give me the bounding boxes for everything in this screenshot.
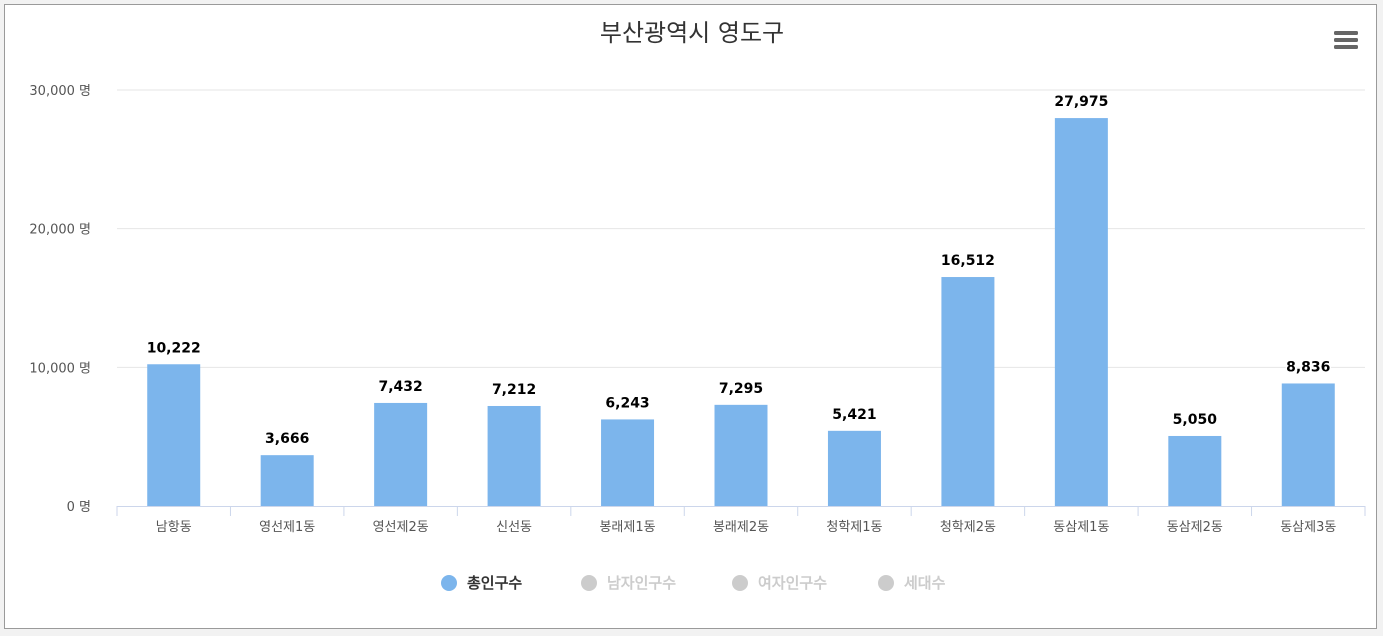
legend-label: 총인구수: [467, 574, 522, 592]
x-tick-label: 동삼제3동: [1280, 520, 1336, 535]
x-tick-label: 영선제1동: [259, 520, 315, 535]
bar[interactable]: [1168, 435, 1222, 506]
y-tick-label: 10,000 명: [29, 361, 91, 376]
legend-label: 세대수: [904, 574, 946, 592]
x-tick-label: 봉래제2동: [713, 520, 769, 535]
x-tick-label: 영선제2동: [373, 520, 429, 535]
y-tick-label: 20,000 명: [29, 223, 91, 238]
data-labels: 10,222 3,666 7,432 7,212 6,243 7,295 5,421 16,5…: [145, 93, 1332, 449]
x-tick-label: 동삼제1동: [1053, 520, 1109, 535]
bar-chart: 부산광역시 영도구 0 명 10,000 명 20,000 명 30,000 명 10…: [29, 19, 1366, 592]
x-tick-label: 남항동: [156, 520, 192, 535]
legend-item[interactable]: 총인구수: [441, 574, 522, 592]
legend-item[interactable]: 여자인구수: [732, 574, 827, 592]
data-label: 7,295: [719, 381, 763, 397]
data-label: 5,050: [1173, 412, 1218, 428]
data-label: 3,666: [265, 431, 309, 447]
legend-label: 여자인구수: [758, 574, 827, 592]
legend-marker: [878, 575, 894, 591]
x-tick-label: 청학제1동: [826, 520, 882, 535]
bar[interactable]: [601, 419, 655, 506]
x-tick-label: 신선동: [496, 520, 532, 535]
y-tick-label: 30,000 명: [29, 84, 91, 99]
data-label: 16,512: [941, 253, 995, 269]
legend-marker: [732, 575, 748, 591]
hamburger-menu-icon[interactable]: [1331, 27, 1361, 53]
bar[interactable]: [260, 455, 314, 506]
x-axis: 남항동 영선제1동 영선제2동 신선동 봉래제1동 봉래제2동 청학제1동 청학제2동 동삼제1…: [116, 506, 1366, 535]
chart-legend: 총인구수 남자인구수 여자인구수 세대수: [441, 574, 946, 592]
legend-marker: [581, 575, 597, 591]
bar[interactable]: [714, 404, 768, 506]
data-label: 5,421: [832, 407, 876, 423]
chart-title: 부산광역시 영도구: [600, 19, 784, 47]
y-tick-label: 0 명: [67, 500, 91, 515]
x-tick-label: 동삼제2동: [1167, 520, 1223, 535]
bar[interactable]: [1054, 118, 1108, 506]
legend-item[interactable]: 세대수: [878, 574, 946, 592]
bar-series: [147, 118, 1335, 506]
bar[interactable]: [1281, 383, 1335, 506]
data-label: 6,243: [605, 395, 649, 411]
x-tick-label: 청학제2동: [940, 520, 996, 535]
y-axis: 0 명 10,000 명 20,000 명 30,000 명: [29, 84, 91, 515]
data-label: 7,212: [492, 382, 536, 398]
data-label: 10,222: [147, 340, 201, 356]
bar[interactable]: [147, 364, 201, 506]
data-label: 7,432: [378, 379, 422, 395]
bar[interactable]: [487, 405, 541, 506]
legend-item[interactable]: 남자인구수: [581, 574, 676, 592]
gridlines: [117, 89, 1365, 368]
data-label: 8,836: [1286, 359, 1330, 375]
legend-label: 남자인구수: [607, 574, 676, 592]
bar[interactable]: [827, 430, 881, 506]
x-tick-label: 봉래제1동: [599, 520, 655, 535]
bar[interactable]: [374, 402, 428, 506]
chart-container: 부산광역시 영도구 0 명 10,000 명 20,000 명 30,000 명 10…: [4, 4, 1377, 629]
data-label: 27,975: [1054, 94, 1108, 110]
bar[interactable]: [941, 277, 995, 506]
legend-marker: [441, 575, 457, 591]
